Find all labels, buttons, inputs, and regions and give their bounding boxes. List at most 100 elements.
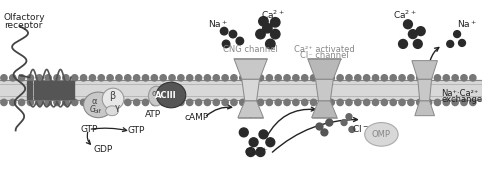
Circle shape: [399, 75, 405, 81]
Circle shape: [349, 127, 355, 132]
Circle shape: [414, 40, 422, 48]
Circle shape: [470, 99, 476, 105]
Circle shape: [256, 29, 265, 39]
Circle shape: [341, 120, 347, 126]
Circle shape: [1, 99, 7, 105]
Text: γ: γ: [115, 103, 120, 112]
Text: Na⁺·Ca²⁺: Na⁺·Ca²⁺: [441, 89, 479, 98]
Text: GTP: GTP: [81, 125, 98, 134]
Circle shape: [259, 130, 268, 139]
Circle shape: [270, 29, 280, 39]
Text: β: β: [109, 91, 115, 101]
Circle shape: [10, 99, 16, 105]
Circle shape: [89, 75, 96, 81]
Circle shape: [36, 99, 43, 105]
Circle shape: [434, 75, 441, 81]
Circle shape: [319, 99, 325, 105]
Circle shape: [266, 138, 275, 147]
Circle shape: [80, 75, 87, 81]
Circle shape: [196, 99, 202, 105]
Circle shape: [178, 99, 184, 105]
Circle shape: [160, 99, 166, 105]
Circle shape: [72, 75, 78, 81]
Circle shape: [434, 99, 441, 105]
Bar: [0, 80, 482, 100]
Circle shape: [240, 99, 246, 105]
Circle shape: [311, 75, 317, 81]
Circle shape: [321, 129, 328, 136]
Circle shape: [425, 99, 432, 105]
Circle shape: [301, 99, 308, 105]
Circle shape: [89, 99, 96, 105]
Circle shape: [346, 75, 352, 81]
Circle shape: [160, 75, 166, 81]
Bar: [61, 81, 67, 99]
Circle shape: [416, 99, 423, 105]
Ellipse shape: [102, 88, 124, 110]
Circle shape: [399, 99, 405, 105]
Circle shape: [27, 75, 34, 81]
Circle shape: [326, 119, 333, 126]
Circle shape: [454, 31, 461, 37]
Circle shape: [293, 99, 299, 105]
Circle shape: [316, 123, 323, 130]
Text: exchange: exchange: [441, 96, 483, 105]
Text: Na$^+$: Na$^+$: [457, 19, 477, 30]
Text: Ca$^{2+}$: Ca$^{2+}$: [393, 9, 417, 21]
Circle shape: [169, 99, 175, 105]
Circle shape: [266, 75, 272, 81]
Circle shape: [328, 75, 334, 81]
Polygon shape: [308, 59, 341, 79]
Text: ATP: ATP: [146, 110, 161, 119]
Bar: [27, 81, 32, 99]
Circle shape: [248, 99, 255, 105]
Circle shape: [151, 75, 157, 81]
Circle shape: [381, 99, 388, 105]
Text: Olfactory: Olfactory: [4, 13, 46, 22]
Text: α: α: [151, 89, 157, 98]
Circle shape: [263, 23, 272, 33]
Circle shape: [231, 99, 237, 105]
Circle shape: [169, 75, 175, 81]
Circle shape: [98, 75, 104, 81]
Polygon shape: [415, 101, 435, 116]
Bar: [68, 81, 73, 99]
Circle shape: [220, 27, 228, 35]
Circle shape: [19, 75, 25, 81]
Circle shape: [124, 99, 131, 105]
Circle shape: [461, 75, 467, 81]
Circle shape: [19, 99, 25, 105]
Circle shape: [257, 99, 264, 105]
Circle shape: [246, 148, 255, 156]
Circle shape: [142, 99, 148, 105]
Circle shape: [284, 99, 290, 105]
Ellipse shape: [106, 106, 119, 116]
Circle shape: [124, 75, 131, 81]
Circle shape: [222, 99, 228, 105]
Circle shape: [355, 99, 361, 105]
Circle shape: [204, 75, 211, 81]
Circle shape: [293, 75, 299, 81]
Circle shape: [151, 99, 157, 105]
Circle shape: [231, 75, 237, 81]
Circle shape: [443, 75, 449, 81]
Circle shape: [408, 99, 414, 105]
Circle shape: [239, 128, 248, 137]
Circle shape: [275, 75, 281, 81]
Ellipse shape: [84, 92, 113, 118]
Text: cAMP: cAMP: [184, 113, 209, 122]
Text: OMP: OMP: [372, 130, 391, 139]
Text: Ca²⁺ activated: Ca²⁺ activated: [294, 45, 355, 54]
Circle shape: [63, 75, 69, 81]
Circle shape: [452, 99, 458, 105]
Circle shape: [346, 99, 352, 105]
Circle shape: [381, 75, 388, 81]
Circle shape: [266, 39, 275, 49]
Circle shape: [447, 41, 454, 47]
Circle shape: [364, 75, 370, 81]
Circle shape: [222, 75, 228, 81]
Circle shape: [98, 99, 104, 105]
Text: Na$^+$: Na$^+$: [208, 19, 228, 30]
Circle shape: [63, 99, 69, 105]
Circle shape: [390, 99, 396, 105]
